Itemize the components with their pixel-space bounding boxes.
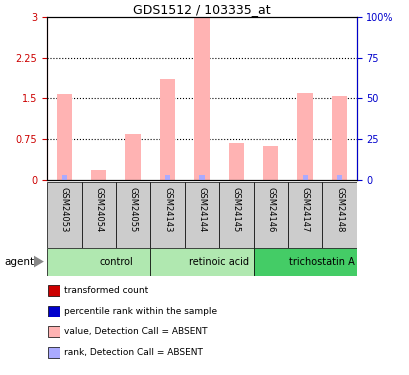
Text: GSM24148: GSM24148 [334,187,343,232]
Bar [297,93,312,180]
Bar [125,134,141,180]
Text: GSM24146: GSM24146 [265,187,274,232]
FancyBboxPatch shape [47,182,81,248]
Bar [199,175,204,180]
FancyBboxPatch shape [47,248,150,276]
Text: GSM24053: GSM24053 [60,187,69,232]
FancyBboxPatch shape [321,182,356,248]
FancyBboxPatch shape [150,248,253,276]
Bar [194,18,209,180]
Bar [262,146,278,180]
FancyBboxPatch shape [116,182,150,248]
Bar [228,143,243,180]
Text: GSM24144: GSM24144 [197,187,206,232]
Text: control: control [99,256,133,267]
FancyBboxPatch shape [253,248,356,276]
Text: GSM24055: GSM24055 [128,187,137,232]
Bar [160,80,175,180]
FancyBboxPatch shape [150,182,184,248]
Text: value, Detection Call = ABSENT: value, Detection Call = ABSENT [63,327,207,336]
Polygon shape [34,255,44,268]
Text: GSM24143: GSM24143 [163,187,172,232]
FancyBboxPatch shape [184,182,218,248]
Bar [164,175,170,180]
FancyBboxPatch shape [287,182,321,248]
Bar [336,176,341,180]
Text: transformed count: transformed count [63,286,147,295]
Bar [62,175,67,180]
FancyBboxPatch shape [253,182,287,248]
Bar [331,96,346,180]
Text: GSM24145: GSM24145 [231,187,240,232]
Text: retinoic acid: retinoic acid [189,256,249,267]
Bar [56,94,72,180]
Text: GSM24147: GSM24147 [300,187,309,232]
Text: rank, Detection Call = ABSENT: rank, Detection Call = ABSENT [63,348,202,357]
FancyBboxPatch shape [218,182,253,248]
Text: GSM24054: GSM24054 [94,187,103,232]
Bar [91,170,106,180]
Text: agent: agent [4,256,34,267]
Text: percentile rank within the sample: percentile rank within the sample [63,307,216,316]
Text: trichostatin A: trichostatin A [289,256,354,267]
Title: GDS1512 / 103335_at: GDS1512 / 103335_at [133,3,270,16]
FancyBboxPatch shape [81,182,116,248]
Bar [302,176,307,180]
